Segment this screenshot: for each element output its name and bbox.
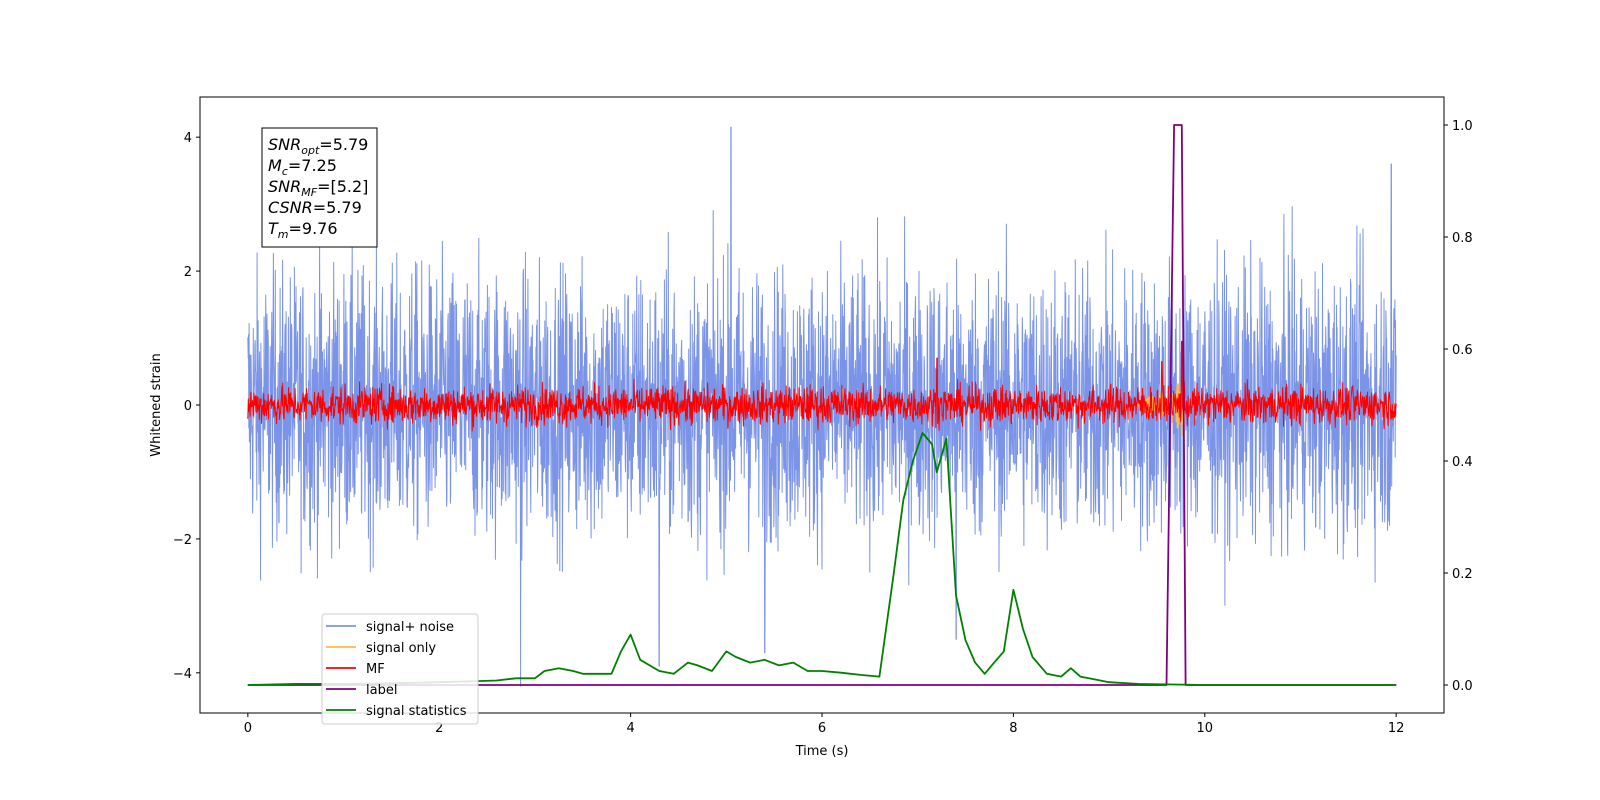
y-tick-label: 2 [184,265,192,280]
y2-tick-label: 0.0 [1452,679,1473,694]
y2-tick-label: 0.8 [1452,231,1473,246]
y-tick-label: 0 [184,399,192,414]
legend-frame [321,613,479,725]
annotation-frame [261,127,378,248]
y2-tick-label: 0.6 [1452,343,1473,358]
y2-tick-label: 0.2 [1452,567,1473,582]
annotation-line: Tm=9.76 [268,219,338,241]
y-tick-label: −2 [173,533,192,548]
legend-label: MF [366,662,385,677]
x-tick-label: 10 [1196,721,1213,736]
x-axis-label: Time (s) [795,744,849,759]
y-axis-label: Whitened strain [149,353,164,456]
plot-area [247,124,1397,687]
x-tick-label: 2 [435,721,443,736]
y-tick-label: 4 [184,131,192,146]
y-tick-label: −4 [173,667,192,682]
series-4-line [247,432,1397,686]
x-tick-label: 0 [244,721,252,736]
legend-label: signal+ noise [366,620,454,635]
ticks: 0 2 4 6 8 10 12 −4 −2 0 2 4 0.0 0.2 0.4 0.6 0.8 1.0 [173,119,1473,736]
x-tick-label: 8 [1009,721,1017,736]
legend-label: signal only [366,641,436,656]
legend-label: label [366,683,397,698]
legend: signal+ noise signal only MF label signal st… [321,613,479,725]
annotation-line: SNRopt=5.79 [268,135,368,157]
annotation-line: SNRMF=[5.2] [268,177,368,199]
legend-label: signal statistics [366,704,467,719]
series-2-line [247,340,1397,432]
annotation-line: Mc=7.25 [268,156,337,178]
x-tick-label: 4 [626,721,634,736]
annotation-line: CSNR=5.79 [268,198,362,217]
y2-tick-label: 0.4 [1452,455,1473,470]
x-tick-label: 12 [1388,721,1405,736]
x-tick-label: 6 [818,721,826,736]
y2-tick-label: 1.0 [1452,119,1473,134]
